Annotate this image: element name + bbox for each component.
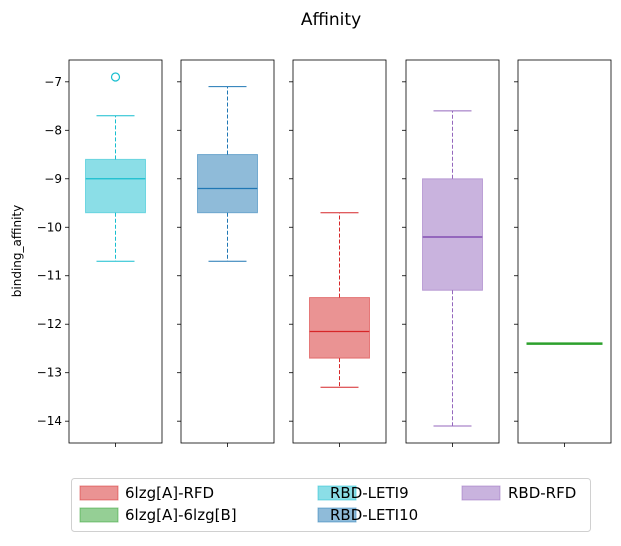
- y-tick-label: −10: [37, 220, 62, 234]
- y-axis-label: binding_affinity: [10, 205, 24, 297]
- legend-frame: [71, 478, 591, 532]
- panel-frame: [405, 59, 500, 444]
- y-tick-label: −11: [37, 269, 62, 283]
- y-tick-label: −8: [44, 123, 62, 137]
- panel-5: [514, 59, 612, 447]
- y-tick-label: −7: [44, 75, 62, 89]
- legend-label: RBD-LETI9: [330, 484, 409, 502]
- panel-1: −7 −8 −9 −10 −11 −12 −13 −14: [37, 59, 163, 447]
- panel-4: [402, 59, 500, 447]
- panel-frame: [517, 59, 612, 444]
- legend-label: 6lzg[A]-6lzg[B]: [125, 506, 237, 524]
- box: [422, 178, 483, 291]
- panel-frame: [292, 59, 387, 444]
- legend-swatch: [79, 507, 119, 523]
- box: [85, 158, 146, 214]
- legend-label: RBD-LETI10: [330, 506, 418, 524]
- y-tick-label: −13: [37, 366, 62, 380]
- panel-frame: [68, 59, 163, 444]
- legend-label: RBD-RFD: [508, 484, 576, 502]
- outlier-point: [110, 72, 121, 82]
- legend-swatch: [79, 485, 119, 501]
- legend-swatch: [317, 507, 357, 523]
- chart-title: Affinity: [301, 10, 361, 30]
- legend-label: 6lzg[A]-RFD: [125, 484, 214, 502]
- box: [309, 297, 370, 359]
- panel-2: [177, 59, 275, 447]
- box-panels: −7 −8 −9 −10 −11 −12 −13 −14: [37, 59, 612, 447]
- panel-3: [289, 59, 387, 447]
- legend: 6lzg[A]-RFD 6lzg[A]-6lzg[B] RBD-LETI9 RBD-L…: [71, 478, 591, 532]
- box: [197, 154, 258, 214]
- y-tick-label: −14: [37, 414, 62, 428]
- legend-swatch: [461, 485, 501, 501]
- panel-frame: [180, 59, 275, 444]
- y-tick-label: −9: [44, 172, 62, 186]
- legend-swatch: [317, 485, 357, 501]
- y-tick-label: −12: [37, 317, 62, 331]
